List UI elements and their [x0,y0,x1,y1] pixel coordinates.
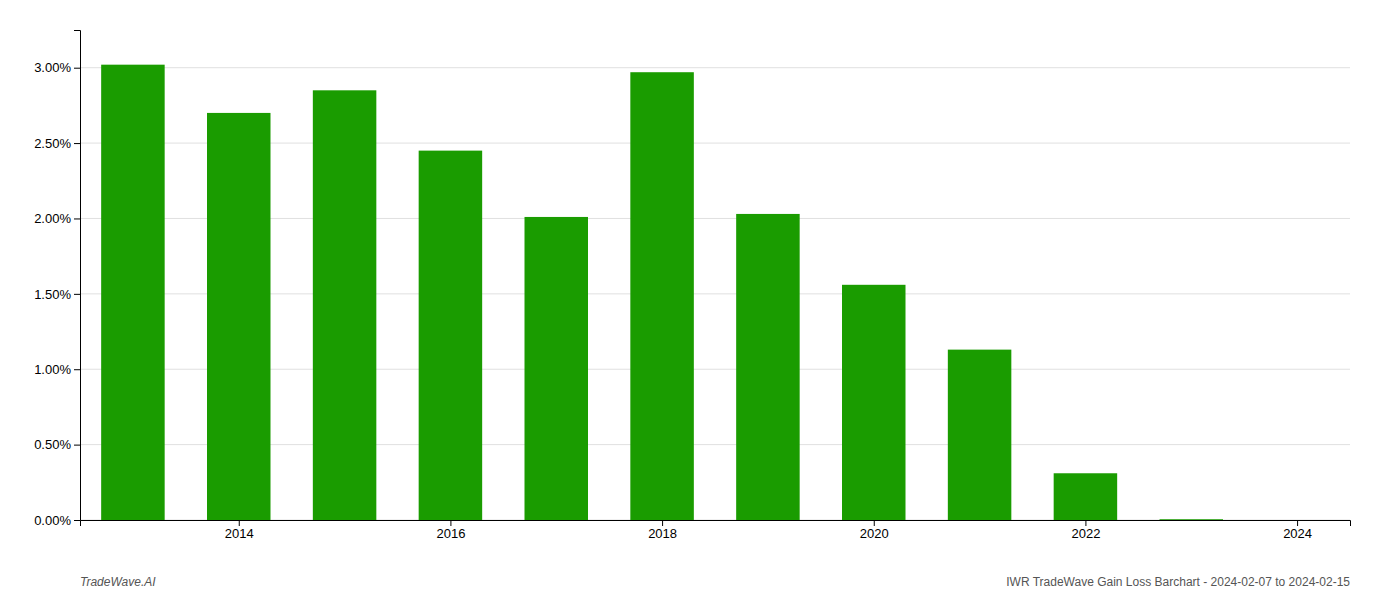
y-tick-label: 3.00% [34,60,71,75]
x-tick-label: 2016 [436,526,465,541]
y-tick: 0.50% [34,437,80,452]
x-tick: 2022 [1071,520,1100,541]
x-tick: 2014 [225,520,254,541]
x-tick: 2018 [648,520,677,541]
grid-line [80,67,1350,68]
y-tick: 3.00% [34,60,80,75]
x-tick-mark [1297,520,1298,526]
x-tick-mark [662,520,663,526]
bar [630,72,694,520]
chart-svg: 2014 2016 2018 2020 2022 2024 0.00% 0.50% 1.00% 1… [0,0,1400,600]
y-tick-label: 2.50% [34,136,71,151]
y-tick: 0.00% [34,513,80,528]
y-tick-mark [74,369,80,370]
x-axis: 2014 2016 2018 2020 2022 2024 [81,520,1351,541]
x-tick-label: 2024 [1283,526,1312,541]
y-tick: 2.50% [34,136,80,151]
footer-left: TradeWave.AI [80,575,156,589]
bar [419,151,483,520]
y-tick-mark [74,68,80,69]
y-tick-label: 2.00% [34,211,71,226]
bar [101,65,164,520]
y-tick-label: 1.50% [34,287,71,302]
bar [1054,473,1118,520]
x-axis-line [81,521,1351,527]
bar [313,90,377,520]
x-tick-label: 2022 [1071,526,1100,541]
bar [1160,519,1224,520]
y-tick-label: 1.00% [34,362,71,377]
x-tick-mark [1085,520,1086,526]
y-tick-mark [74,218,80,219]
y-tick-mark [74,445,80,446]
grid [80,68,1350,520]
x-tick-mark [874,520,875,526]
y-axis: 0.00% 0.50% 1.00% 1.50% 2.00% 2.50% 3.00% [34,31,80,528]
y-tick-mark [74,143,80,144]
x-tick-label: 2014 [225,526,254,541]
x-tick: 2020 [860,520,889,541]
y-tick-mark [74,294,80,295]
y-tick-label: 0.00% [34,513,71,528]
x-tick-label: 2020 [860,526,889,541]
y-axis-line [74,31,81,521]
footer-right: IWR TradeWave Gain Loss Barchart - 2024-… [1006,575,1350,589]
x-tick-mark [239,520,240,526]
bar [842,285,906,520]
bar [736,214,800,520]
y-tick: 1.00% [34,362,80,377]
y-tick: 1.50% [34,287,80,302]
x-tick-label: 2018 [648,526,677,541]
y-tick-label: 0.50% [34,437,71,452]
x-tick: 2016 [436,520,465,541]
x-tick-mark [450,520,451,526]
bar [525,217,589,520]
y-tick: 2.00% [34,211,80,226]
x-tick: 2024 [1283,520,1312,541]
bar [207,113,271,520]
bars [101,65,1223,520]
y-tick-mark [74,520,80,521]
bar [948,350,1012,520]
plot: 2014 2016 2018 2020 2022 2024 0.00% 0.50% 1.00% 1… [34,31,1350,542]
